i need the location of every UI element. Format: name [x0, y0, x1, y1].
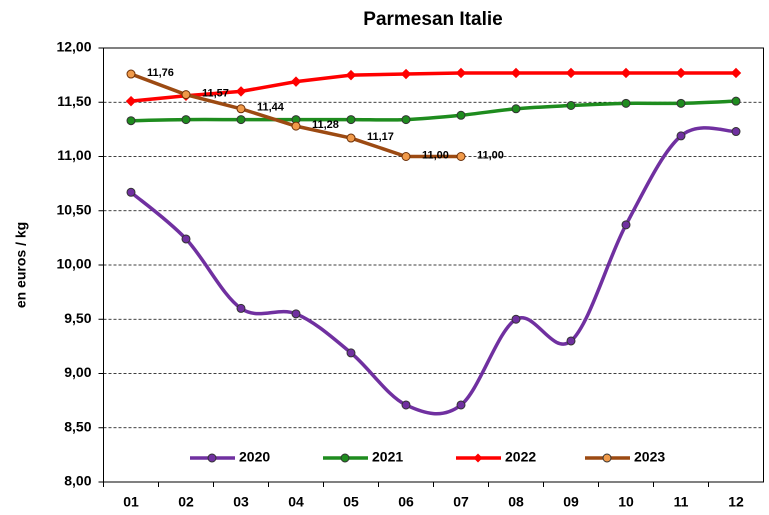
data-point	[346, 348, 356, 358]
legend-marker	[207, 453, 217, 463]
data-label: 11,28	[312, 119, 339, 131]
data-point	[291, 121, 301, 131]
data-point	[565, 67, 577, 79]
data-point	[401, 152, 411, 161]
y-tick-label: 9,50	[64, 310, 91, 326]
x-tick-label: 05	[343, 494, 359, 510]
data-point	[456, 152, 466, 161]
data-point	[346, 133, 356, 143]
legend-marker	[602, 453, 612, 463]
data-point	[126, 187, 136, 197]
data-point	[290, 76, 302, 87]
data-point	[401, 400, 411, 410]
legend-label: 2021	[372, 449, 403, 465]
x-tick-label: 12	[728, 494, 744, 510]
data-point	[126, 116, 136, 126]
data-point	[675, 67, 687, 79]
data-point	[676, 98, 686, 108]
data-point	[455, 67, 467, 79]
chart-title: Parmesan Italie	[363, 9, 502, 30]
data-label: 11,17	[367, 131, 394, 143]
data-point	[566, 101, 576, 111]
series-line	[129, 126, 737, 416]
data-point	[236, 303, 246, 313]
series-line	[130, 99, 737, 123]
x-tick-label: 04	[288, 494, 304, 510]
data-point	[400, 68, 412, 80]
data-label: 11,76	[147, 67, 174, 79]
data-label: 11,00	[477, 149, 504, 161]
data-point	[621, 98, 631, 108]
data-point	[345, 69, 357, 81]
data-point	[676, 131, 686, 141]
data-point	[511, 104, 521, 114]
legend-label: 2020	[239, 449, 270, 465]
data-point	[730, 67, 742, 79]
x-tick-label: 07	[453, 494, 469, 510]
y-tick-label: 11,00	[57, 147, 91, 163]
data-point	[236, 115, 246, 125]
legend-label: 2022	[505, 449, 536, 465]
y-tick-label: 12,00	[56, 39, 91, 55]
data-point	[620, 67, 632, 79]
x-tick-label: 08	[508, 494, 524, 510]
data-point	[181, 90, 191, 100]
data-point	[731, 127, 741, 137]
data-point	[181, 234, 191, 244]
x-tick-label: 01	[123, 494, 139, 510]
x-tick-label: 02	[178, 494, 194, 510]
x-tick-label: 09	[563, 494, 579, 510]
y-axis-label: en euros / kg	[13, 222, 29, 308]
data-point	[401, 115, 411, 125]
x-tick-label: 11	[674, 494, 689, 510]
data-label: 11,44	[257, 102, 285, 114]
data-point	[456, 110, 466, 120]
data-point	[346, 115, 356, 125]
y-tick-label: 10,00	[56, 256, 91, 272]
data-label: 11,00	[422, 149, 449, 161]
data-point	[125, 95, 137, 107]
data-point	[235, 86, 247, 97]
y-tick-label: 10,50	[56, 201, 91, 217]
y-tick-label: 11,50	[57, 93, 91, 109]
data-point	[510, 67, 522, 79]
data-point	[181, 115, 191, 125]
legend-marker	[473, 453, 483, 463]
data-point	[621, 220, 631, 230]
x-tick-label: 10	[618, 494, 634, 510]
y-tick-label: 8,50	[64, 418, 91, 434]
series-line	[130, 71, 736, 103]
data-point	[236, 104, 246, 114]
x-tick-label: 03	[233, 494, 249, 510]
x-tick-label: 06	[398, 494, 414, 510]
y-tick-label: 9,00	[64, 364, 91, 380]
data-label: 11,57	[202, 88, 229, 100]
legend-marker	[340, 453, 350, 463]
y-tick-label: 8,00	[64, 473, 91, 489]
data-point	[731, 96, 741, 106]
legend-label: 2023	[634, 449, 665, 465]
data-point	[456, 400, 466, 410]
data-point	[126, 69, 136, 79]
data-point	[566, 336, 576, 346]
data-point	[511, 314, 521, 324]
data-point	[291, 309, 301, 319]
